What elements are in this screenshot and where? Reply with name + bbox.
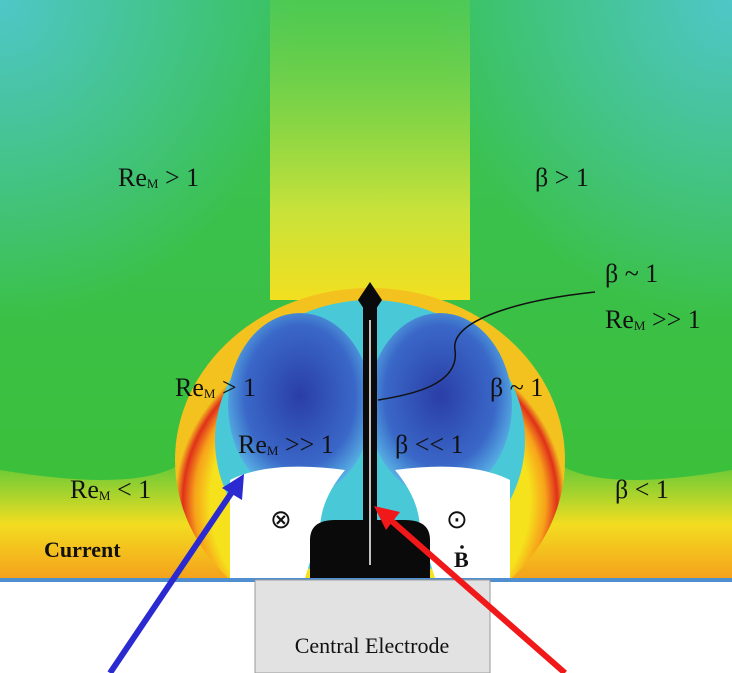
label: β << 1	[395, 430, 464, 459]
label-base: Re	[118, 163, 147, 192]
label-base: Re	[605, 305, 634, 334]
simulation-figure: ReM > 1 ReM >> 1 ReM > 1 ReM >> 1 ReM < …	[0, 0, 732, 673]
label-base: Re	[175, 373, 204, 402]
label: ReM >> 1	[605, 305, 701, 334]
label: ReM > 1	[118, 163, 199, 192]
jet-column	[270, 0, 470, 300]
symbol: ⊗	[270, 505, 292, 534]
symbol: ⊙	[446, 505, 468, 534]
current-label: Current	[44, 537, 121, 562]
label-sub: M	[99, 488, 111, 503]
label: ReM < 1	[70, 475, 151, 504]
label-sub: M	[634, 318, 646, 333]
label-base: Re	[238, 430, 267, 459]
label: β ~ 1	[490, 373, 543, 402]
label-sub: M	[204, 386, 216, 401]
label-base: Re	[70, 475, 99, 504]
electrode-label: Central Electrode	[295, 633, 450, 658]
field-label: B	[454, 547, 469, 572]
corner-shade	[0, 0, 300, 320]
corner-shade	[432, 0, 732, 320]
label-rest: > 1	[215, 373, 256, 402]
label: ReM > 1	[175, 373, 256, 402]
label: β > 1	[535, 163, 589, 192]
label-sub: M	[147, 176, 159, 191]
label-rest: >> 1	[645, 305, 700, 334]
label-rest: > 1	[158, 163, 199, 192]
label-sub: M	[267, 443, 279, 458]
label-rest: < 1	[110, 475, 151, 504]
label: β < 1	[615, 475, 669, 504]
label: β ~ 1	[605, 259, 658, 288]
label: ReM >> 1	[238, 430, 334, 459]
label-rest: >> 1	[278, 430, 333, 459]
electrode	[255, 580, 490, 673]
